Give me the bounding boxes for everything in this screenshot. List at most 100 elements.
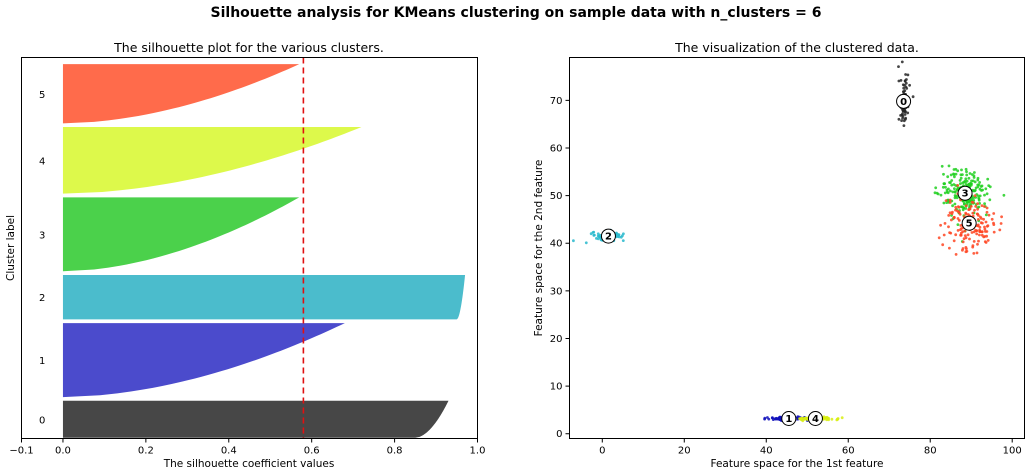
scatter-point-cluster-5 [954,208,957,212]
scatter-point-cluster-5 [944,199,948,203]
scatter-point-cluster-0 [906,73,910,77]
cluster-center-5: 5 [961,215,977,231]
scatter-point-cluster-3 [984,187,988,191]
scatter-point-cluster-5 [963,234,967,238]
scatter-point-cluster-3 [959,176,963,180]
silhouette-area-0 [62,400,449,438]
scatter-point-cluster-5 [950,212,954,216]
cluster-center-label: 5 [966,219,973,230]
scatter-point-cluster-3 [1002,193,1006,197]
scatter-point-cluster-3 [947,164,951,168]
scatter-point-cluster-5 [964,236,968,240]
scatter-y-label: Feature space for the 2nd feature [533,160,545,337]
x-tick-label: 0.8 [387,446,403,457]
scatter-point-cluster-3 [964,207,968,210]
scatter-point-cluster-5 [972,240,976,243]
scatter-point-cluster-5 [961,248,964,252]
scatter-point-cluster-5 [974,205,978,208]
cluster-tick-label: 3 [39,230,45,241]
scatter-point-cluster-3 [964,167,968,171]
scatter-point-cluster-3 [951,190,955,194]
scatter-point-cluster-3 [950,183,954,187]
scatter-point-cluster-3 [956,186,960,190]
scatter-point-cluster-5 [952,239,956,243]
scatter-point-cluster-2 [598,233,602,237]
scatter-point-cluster-5 [976,202,979,206]
scatter-point-cluster-3 [950,179,954,182]
scatter-point-cluster-5 [976,242,979,246]
x-tick-label: 0.2 [138,446,154,457]
scatter-point-cluster-4 [830,417,834,421]
scatter-point-cluster-5 [981,221,984,225]
scatter-point-cluster-3 [961,181,965,185]
scatter-point-cluster-3 [955,188,959,192]
scatter-point-cluster-2 [572,239,575,243]
scatter-point-cluster-3 [958,179,962,182]
y-tick-label: 40 [550,239,563,250]
scatter-point-cluster-4 [799,418,803,421]
scatter-point-cluster-5 [965,247,968,251]
scatter-point-cluster-3 [960,168,963,172]
scatter-point-cluster-3 [988,185,992,189]
scatter-point-cluster-2 [591,231,595,234]
scatter-point-cluster-5 [959,228,962,232]
y-tick-label: 60 [550,143,563,154]
scatter-plot-frame [569,57,1025,439]
scatter-point-cluster-3 [978,187,982,191]
scatter-x-label: Feature space for the 1st feature [710,458,883,470]
scatter-point-cluster-5 [969,205,973,208]
scatter-point-cluster-1 [779,416,782,420]
scatter-point-cluster-5 [976,207,979,211]
cluster-center-marker [781,410,797,426]
scatter-point-cluster-0 [897,117,901,121]
scatter-point-cluster-5 [992,230,996,234]
scatter-point-cluster-5 [971,244,975,248]
silhouette-x-ticks: −0.1 0.0 0.2 0.4 0.6 0.8 1.0 [9,438,485,457]
scatter-point-cluster-3 [953,187,956,191]
cluster-center-label: 0 [900,97,907,108]
scatter-point-cluster-0 [897,65,900,68]
y-tick-label: 30 [550,286,563,297]
scatter-point-cluster-5 [954,233,958,237]
scatter-points [572,60,1006,423]
scatter-point-cluster-5 [978,225,982,229]
scatter-point-cluster-0 [901,112,904,116]
scatter-point-cluster-0 [901,83,905,87]
scatter-point-cluster-5 [977,239,980,243]
scatter-point-cluster-5 [957,219,961,222]
scatter-point-cluster-0 [903,79,907,83]
scatter-point-cluster-5 [990,217,994,221]
scatter-point-cluster-3 [946,175,950,179]
scatter-point-cluster-3 [963,202,966,205]
scatter-point-cluster-3 [979,185,983,188]
scatter-point-cluster-3 [940,164,944,168]
scatter-point-cluster-5 [947,214,951,217]
scatter-point-cluster-3 [976,183,980,187]
scatter-point-cluster-3 [988,198,992,202]
scatter-point-cluster-3 [941,185,945,189]
scatter-point-cluster-3 [959,182,962,186]
scatter-point-cluster-3 [944,185,947,189]
scatter-point-cluster-5 [982,235,986,239]
scatter-point-cluster-3 [954,195,958,198]
cluster-center-4: 4 [807,410,823,426]
scatter-point-cluster-3 [960,205,964,209]
scatter-point-cluster-0 [904,81,908,85]
scatter-point-cluster-5 [954,205,958,209]
x-tick-label: 40 [760,446,773,457]
x-tick-label: 60 [842,446,855,457]
scatter-point-cluster-5 [985,206,989,210]
scatter-point-cluster-0 [901,116,904,120]
scatter-point-cluster-4 [825,418,828,422]
silhouette-plot-frame [21,57,478,439]
scatter-y-ticks: 0 10 20 30 40 50 60 70 [550,96,570,440]
scatter-point-cluster-3 [933,191,937,195]
scatter-point-cluster-1 [771,416,774,420]
cluster-centers: 0 1 2 3 4 5 [600,93,977,426]
scatter-point-cluster-2 [615,232,619,236]
scatter-point-cluster-3 [948,181,951,184]
cluster-tick-label: 2 [39,293,45,304]
scatter-point-cluster-5 [963,229,967,233]
scatter-point-cluster-5 [956,229,960,232]
